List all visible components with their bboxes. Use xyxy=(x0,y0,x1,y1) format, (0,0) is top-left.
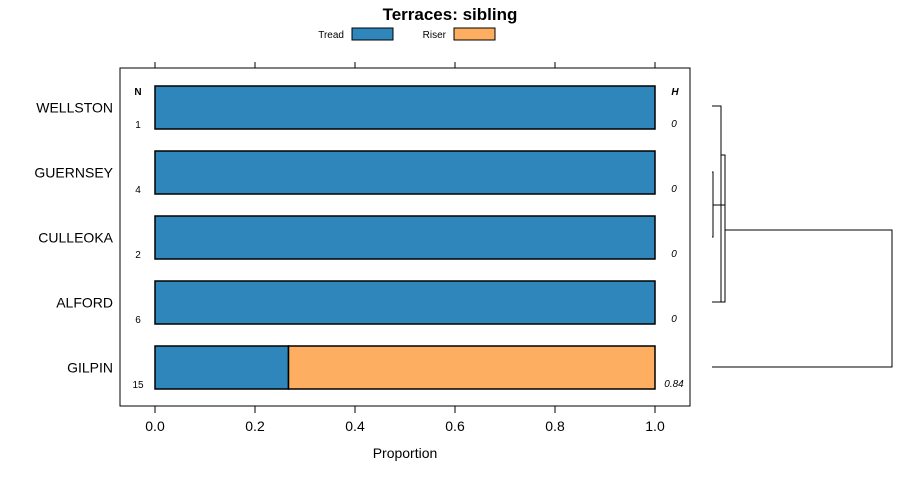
category-label-culleoka: CULLEOKA xyxy=(38,230,113,246)
bar-tread-culleoka xyxy=(154,215,656,260)
plot-frame xyxy=(119,67,691,407)
h-value-alford: 0 xyxy=(671,314,677,325)
chart-title: Terraces: sibling xyxy=(383,5,518,24)
x-tick-label: 0.6 xyxy=(445,418,465,434)
n-value-culleoka: 2 xyxy=(135,250,141,261)
dendrogram-branch-root xyxy=(712,229,893,368)
h-value-guernsey: 0 xyxy=(671,184,677,195)
x-tick-label: 1.0 xyxy=(645,418,665,434)
x-tick-label: 0.0 xyxy=(145,418,165,434)
legend: Tread Riser xyxy=(318,27,496,41)
legend-label-riser: Riser xyxy=(423,30,447,41)
legend-label-tread: Tread xyxy=(318,30,344,41)
n-header: N xyxy=(134,87,141,98)
category-label-alford: ALFORD xyxy=(56,295,113,311)
n-value-wellston: 1 xyxy=(135,120,141,131)
h-column: H 0 0 0 0 0.84 xyxy=(664,87,684,390)
dendrogram-branch-mid xyxy=(721,154,726,303)
x-tick-label: 0.8 xyxy=(545,418,565,434)
h-header: H xyxy=(671,87,679,98)
n-value-gilpin: 15 xyxy=(132,380,144,391)
x-axis-title: Proportion xyxy=(373,445,438,461)
h-value-culleoka: 0 xyxy=(671,249,677,260)
dendrogram xyxy=(712,105,893,368)
n-column: N 1 4 2 6 15 xyxy=(132,87,144,391)
legend-swatch-tread xyxy=(351,27,394,41)
bar-tread-gilpin xyxy=(154,345,290,390)
bar-group xyxy=(154,85,656,390)
category-label-wellston: WELLSTON xyxy=(36,100,113,116)
n-value-alford: 6 xyxy=(135,315,141,326)
category-label-gilpin: GILPIN xyxy=(67,360,113,376)
h-value-wellston: 0 xyxy=(671,119,677,130)
bar-tread-alford xyxy=(154,280,656,325)
h-value-gilpin: 0.84 xyxy=(664,379,684,390)
legend-swatch-riser xyxy=(453,27,496,41)
dendrogram-branch-guernsey-culleoka xyxy=(712,171,714,238)
category-label-guernsey: GUERNSEY xyxy=(34,165,113,181)
x-tick-label: 0.4 xyxy=(345,418,365,434)
category-labels: WELLSTON GUERNSEY CULLEOKA ALFORD GILPIN xyxy=(34,100,113,376)
x-tick-label: 0.2 xyxy=(245,418,265,434)
bar-tread-guernsey xyxy=(154,150,656,195)
dendrogram-branch-alford-cluster xyxy=(712,105,722,303)
bar-riser-gilpin xyxy=(287,345,656,390)
top-axis-ticks xyxy=(154,62,656,68)
x-axis: 0.0 0.2 0.4 0.6 0.8 1.0 xyxy=(145,406,665,434)
n-value-guernsey: 4 xyxy=(135,185,141,196)
bar-tread-wellston xyxy=(154,85,656,130)
